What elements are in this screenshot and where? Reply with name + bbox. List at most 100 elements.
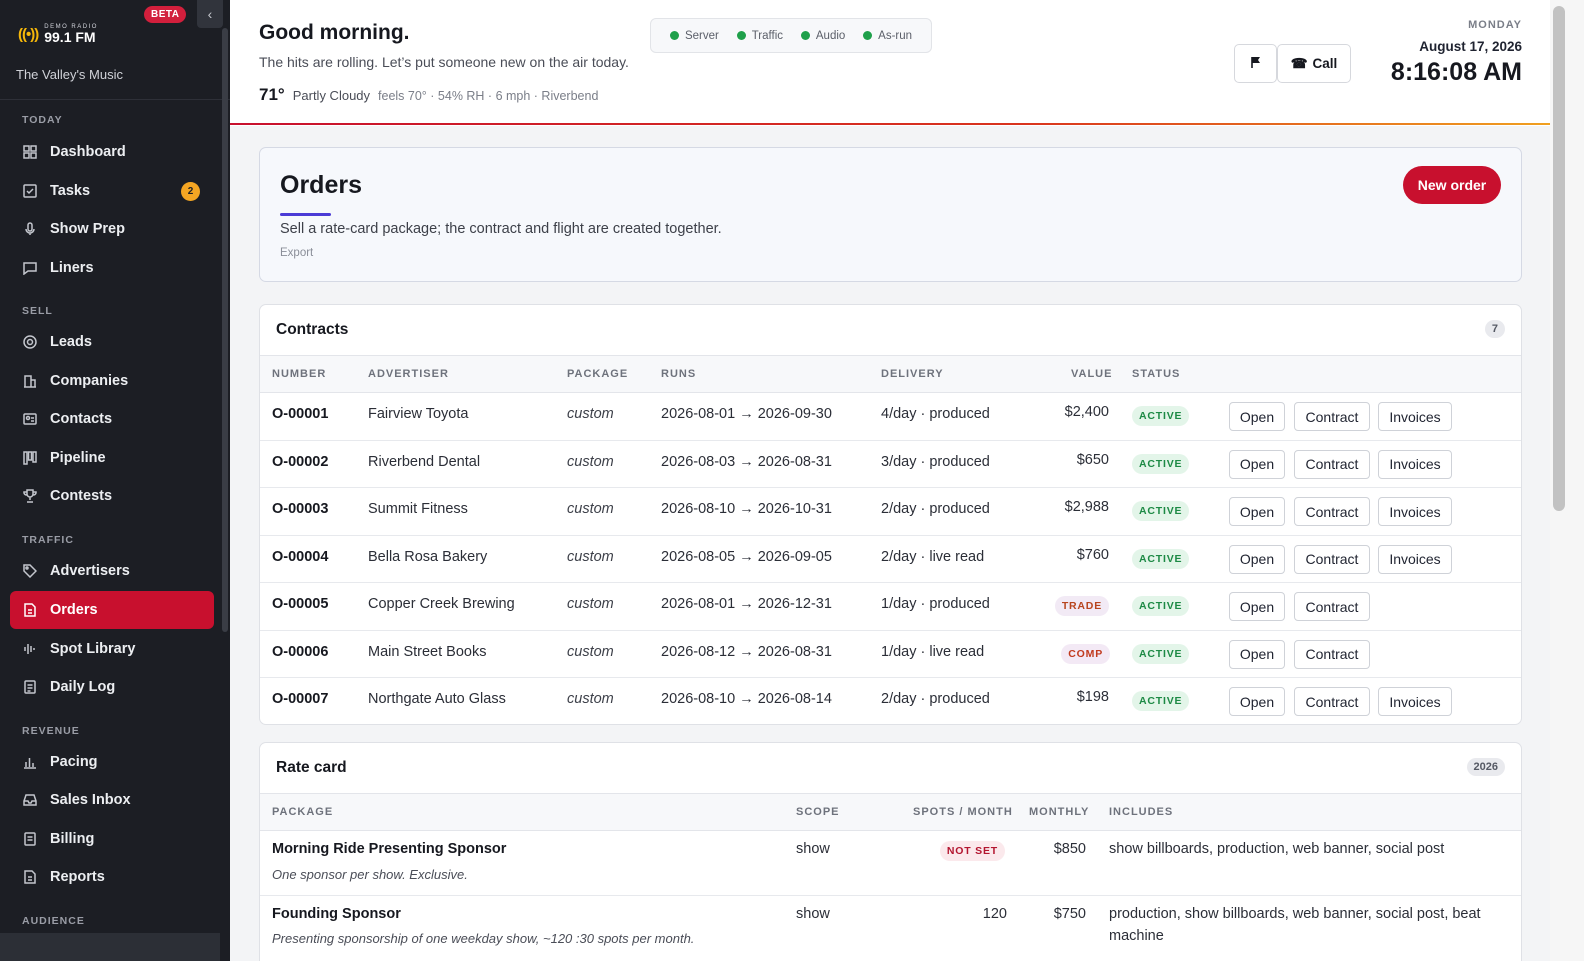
contract-button[interactable]: Contract [1294,449,1370,479]
open-button[interactable]: Open [1229,544,1285,574]
sidebar-item-leads[interactable]: Leads [10,323,214,361]
column-header: INCLUDES [1109,806,1174,818]
contract-runs: 2026-08-10 → 2026-10-31 [661,501,832,517]
sidebar-item-contacts[interactable]: Contacts [10,400,214,438]
sidebar-item-companies[interactable]: Companies [10,362,214,400]
sidebar-item-label: Sales Inbox [50,792,131,808]
column-header: SCOPE [796,806,840,818]
table-row[interactable]: O-00005 Copper Creek Brewing custom 2026-08… [260,583,1521,631]
sidebar-next-item[interactable] [0,933,220,961]
sidebar-item-liners[interactable]: Liners [10,249,214,287]
column-header: PACKAGE [567,368,629,380]
flag-button[interactable] [1234,44,1277,83]
open-button[interactable]: Open [1229,497,1285,526]
contract-button[interactable]: Contract [1294,497,1370,526]
contract-number: O-00001 [272,406,329,422]
status-dot-icon [863,31,873,40]
sidebar-item-sales-inbox[interactable]: Sales Inbox [10,781,214,819]
table-row[interactable]: O-00002 Riverbend Dental custom 2026-08-03 … [260,441,1521,488]
package-includes-continued: machine [1109,928,1164,944]
invoices-button[interactable]: Invoices [1378,449,1452,479]
top-header: Good morning. The hits are rolling. Let’… [230,0,1550,126]
status-dot-icon [736,31,746,40]
page-scrollbar-thumb[interactable] [1553,6,1565,511]
table-row[interactable]: O-00004 Bella Rosa Bakery custom 2026-08-05… [260,536,1521,583]
table-row[interactable]: O-00003 Summit Fitness custom 2026-08-10 → … [260,488,1521,536]
contract-advertiser: Main Street Books [368,643,487,660]
weather: 71° Partly Cloudy feels 70° · 54% RH · 6… [259,85,598,105]
contract-delivery: 1/day · live read [881,643,985,660]
sidebar-item-label: Billing [50,831,95,847]
sidebar: ((•)) DEMO RADIO 99.1 FM The Valley's Mu… [0,0,230,961]
open-button[interactable]: Open [1229,639,1285,669]
contract-number: O-00006 [272,643,329,660]
contract-number: O-00002 [272,453,329,470]
package-spots: 120 [982,906,1007,922]
contract-value: $760 [1076,546,1109,563]
sidebar-item-daily-log[interactable]: Daily Log [10,668,214,706]
package-includes: show billboards, production, web banner,… [1109,841,1445,857]
contract-delivery: 3/day · produced [881,453,990,470]
status-dot-icon [669,31,679,40]
rate-card-row[interactable]: Founding Sponsor Presenting sponsorship … [260,896,1521,961]
status-badge: ACTIVE [1132,596,1190,616]
contract-package: custom [567,596,614,612]
sidebar-item-contests[interactable]: Contests [10,477,214,515]
flag-icon [1250,56,1262,72]
weather-temp: 71° [259,85,285,104]
open-button[interactable]: Open [1229,687,1285,716]
bar-chart-icon [22,754,38,770]
sidebar-item-show-prep[interactable]: Show Prep [10,210,214,248]
sidebar-item-dashboard[interactable]: Dashboard [10,133,214,171]
sidebar-item-advertisers[interactable]: Advertisers [10,552,214,590]
contract-button[interactable]: Contract [1294,544,1370,574]
sidebar-item-pipeline[interactable]: Pipeline [10,439,214,477]
contract-delivery: 2/day · produced [881,691,990,707]
collapse-sidebar-button[interactable]: ‹ [197,0,223,28]
open-button[interactable]: Open [1229,592,1285,621]
contract-runs: 2026-08-01 → 2026-09-30 [661,406,832,422]
contract-number: O-00003 [272,501,329,517]
open-button[interactable]: Open [1229,449,1285,479]
document-icon [22,602,38,618]
contract-advertiser: Copper Creek Brewing [368,596,515,612]
station-logo[interactable]: ((•)) DEMO RADIO 99.1 FM [18,24,98,44]
sidebar-item-pacing[interactable]: Pacing [10,743,214,781]
phone-icon: ☎ [1290,55,1308,71]
new-order-button[interactable]: New order [1403,166,1501,204]
trophy-icon [22,488,38,504]
table-row[interactable]: O-00006 Main Street Books custom 2026-08-12… [260,631,1521,678]
clock: 8:16:08 AM [1390,58,1522,86]
contract-advertiser: Fairview Toyota [368,406,469,422]
status-dot-icon [800,31,810,40]
contract-button[interactable]: Contract [1294,402,1370,431]
contract-button[interactable]: Contract [1294,687,1370,716]
sidebar-item-label: Reports [50,869,105,885]
contract-button[interactable]: Contract [1294,639,1370,669]
rate-card-row[interactable]: Morning Ride Presenting Sponsor One spon… [260,831,1521,896]
sidebar-item-reports[interactable]: Reports [10,858,214,896]
package-name: Morning Ride Presenting Sponsor [272,841,507,857]
dashboard-icon [22,144,38,160]
table-row[interactable]: O-00001 Fairview Toyota custom 2026-08-01 →… [260,393,1521,441]
call-button[interactable]: ☎ Call [1277,44,1351,83]
sidebar-item-spot-library[interactable]: Spot Library [10,630,214,668]
sidebar-item-label: Companies [50,373,129,389]
sidebar-item-orders[interactable]: Orders [10,591,214,629]
building-icon [22,373,38,389]
invoices-button[interactable]: Invoices [1378,497,1452,526]
sidebar-scrollbar[interactable] [222,28,228,632]
sidebar-item-billing[interactable]: Billing [10,820,214,858]
invoices-button[interactable]: Invoices [1378,687,1452,716]
column-header: DELIVERY [881,368,944,380]
header-accent-line [230,123,1550,125]
contract-package: custom [567,453,614,470]
invoices-button[interactable]: Invoices [1378,402,1452,431]
invoices-button[interactable]: Invoices [1378,544,1452,574]
contracts-table-header: NUMBER ADVERTISER PACKAGE RUNS DELIVERY … [260,355,1521,393]
table-row[interactable]: O-00007 Northgate Auto Glass custom 2026-08… [260,678,1521,726]
open-button[interactable]: Open [1229,402,1285,431]
export-link[interactable]: Export [280,247,314,259]
contract-button[interactable]: Contract [1294,592,1370,621]
sidebar-item-tasks[interactable]: Tasks 2 [10,172,214,210]
